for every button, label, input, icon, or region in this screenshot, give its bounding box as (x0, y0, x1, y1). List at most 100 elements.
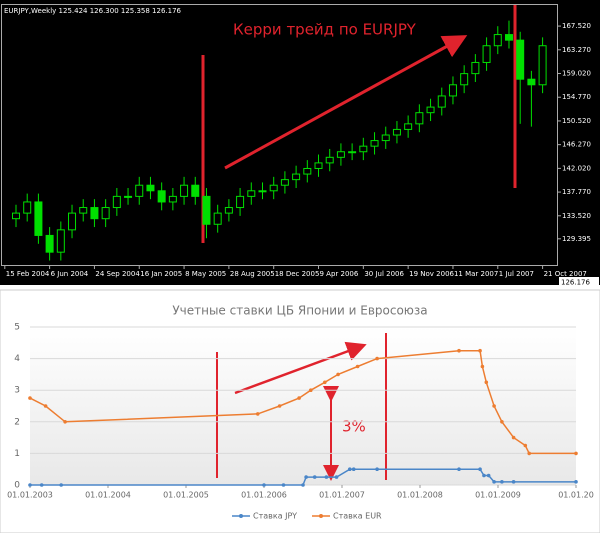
candle-body (292, 173, 301, 181)
candle-body (224, 207, 233, 214)
y-tick-label: 146.270 (562, 141, 591, 149)
candle-body (482, 45, 491, 63)
rates-chart: Учетные ставки ЦБ Японии и Евросоюза 3% … (0, 289, 600, 533)
y-tick-label: 5 (14, 323, 20, 333)
candle-body (538, 45, 547, 86)
candle-body (493, 34, 502, 47)
y-tick-label: 133.520 (562, 212, 591, 220)
legend-label: Ставка JPY (253, 512, 297, 521)
candle-body (79, 207, 88, 214)
y-tick-label: 129.395 (562, 235, 591, 243)
point (492, 404, 496, 408)
point (478, 467, 482, 472)
y-tick-label: 167.520 (562, 22, 591, 30)
candle-body (45, 234, 54, 253)
annotation: Керри трейд по EURJPY (233, 21, 417, 39)
candle-body (415, 112, 424, 125)
point (511, 435, 516, 440)
point (63, 420, 67, 424)
annotation: 3% (342, 418, 366, 436)
point (484, 380, 489, 385)
chart-background (0, 0, 600, 285)
x-tick-label: 28 Aug 2005 (230, 270, 275, 278)
point (348, 467, 352, 472)
candle-body (23, 201, 32, 214)
candle-body (258, 190, 267, 193)
point (478, 348, 482, 353)
candle-body (90, 207, 99, 220)
point (500, 480, 504, 484)
x-tick-label: 01.01.2003 (7, 491, 53, 500)
candle-body (527, 78, 536, 86)
point (255, 412, 260, 416)
x-tick-label: 24 Sep 2004 (95, 270, 140, 278)
y-tick-label: 150.520 (562, 117, 591, 125)
point (297, 396, 301, 400)
current-price: 126.176 (561, 279, 590, 287)
x-tick-label: 01.01.2007 (319, 491, 365, 500)
point (457, 467, 461, 472)
point (500, 420, 504, 424)
point (43, 404, 48, 408)
y-tick-label: 142.020 (562, 164, 591, 172)
x-tick-label: 11 Mar 2007 (454, 270, 498, 278)
candle-body (460, 73, 469, 86)
point (527, 451, 531, 456)
candle-body (280, 179, 289, 186)
candle-body (124, 195, 133, 198)
point (336, 372, 340, 377)
candle-body (504, 34, 513, 41)
point (301, 483, 305, 487)
point (304, 475, 308, 479)
candle-body (269, 184, 278, 192)
y-tick-label: 0 (14, 481, 20, 491)
candle-body (157, 190, 166, 203)
point (482, 473, 486, 478)
x-tick-label: 16 Jan 2005 (140, 270, 182, 278)
candle-body (448, 84, 457, 97)
point (523, 443, 528, 448)
x-tick-label: 01.01.2005 (163, 491, 209, 500)
candle-body (236, 195, 245, 209)
candle-body (68, 212, 77, 231)
x-tick-label: 01.01.20 (558, 491, 594, 500)
candle-body (135, 184, 144, 197)
price-chart: EURJPY,Weekly 125.424 126.300 125.358 12… (0, 0, 600, 287)
candle-body (370, 140, 379, 147)
point (457, 348, 461, 353)
point (574, 480, 578, 484)
point (375, 356, 379, 361)
point (277, 404, 282, 408)
y-tick-label: 163.270 (562, 46, 591, 54)
point (28, 396, 32, 400)
y-tick-label: 159.020 (562, 70, 591, 78)
point (334, 475, 339, 479)
point (355, 364, 360, 369)
point (511, 480, 516, 484)
candle-body (247, 190, 256, 197)
point (480, 364, 485, 369)
x-tick-label: 6 Jun 2004 (51, 270, 89, 278)
point (492, 480, 496, 484)
candle-body (303, 167, 312, 175)
candle-body (471, 61, 480, 75)
candle-body (180, 184, 189, 197)
x-tick-label: 01.01.2008 (397, 491, 443, 500)
point (312, 475, 317, 479)
x-tick-label: 15 Feb 2004 (6, 270, 50, 278)
candle-body (213, 212, 222, 225)
x-tick-label: 18 Dec 2005 (275, 270, 320, 278)
point (28, 483, 32, 487)
candle-body (516, 39, 525, 80)
chart-title: Учетные ставки ЦБ Японии и Евросоюза (172, 304, 427, 318)
x-tick-label: 01.01.2006 (241, 491, 287, 500)
point (324, 475, 329, 479)
candle-body (112, 195, 121, 209)
candle-body (381, 134, 390, 142)
x-tick-label: 8 May 2005 (185, 270, 226, 278)
point (309, 388, 313, 393)
y-tick-label: 3 (14, 386, 20, 396)
x-tick-label: 19 Nov 2006 (409, 270, 454, 278)
legend-marker (319, 514, 323, 518)
